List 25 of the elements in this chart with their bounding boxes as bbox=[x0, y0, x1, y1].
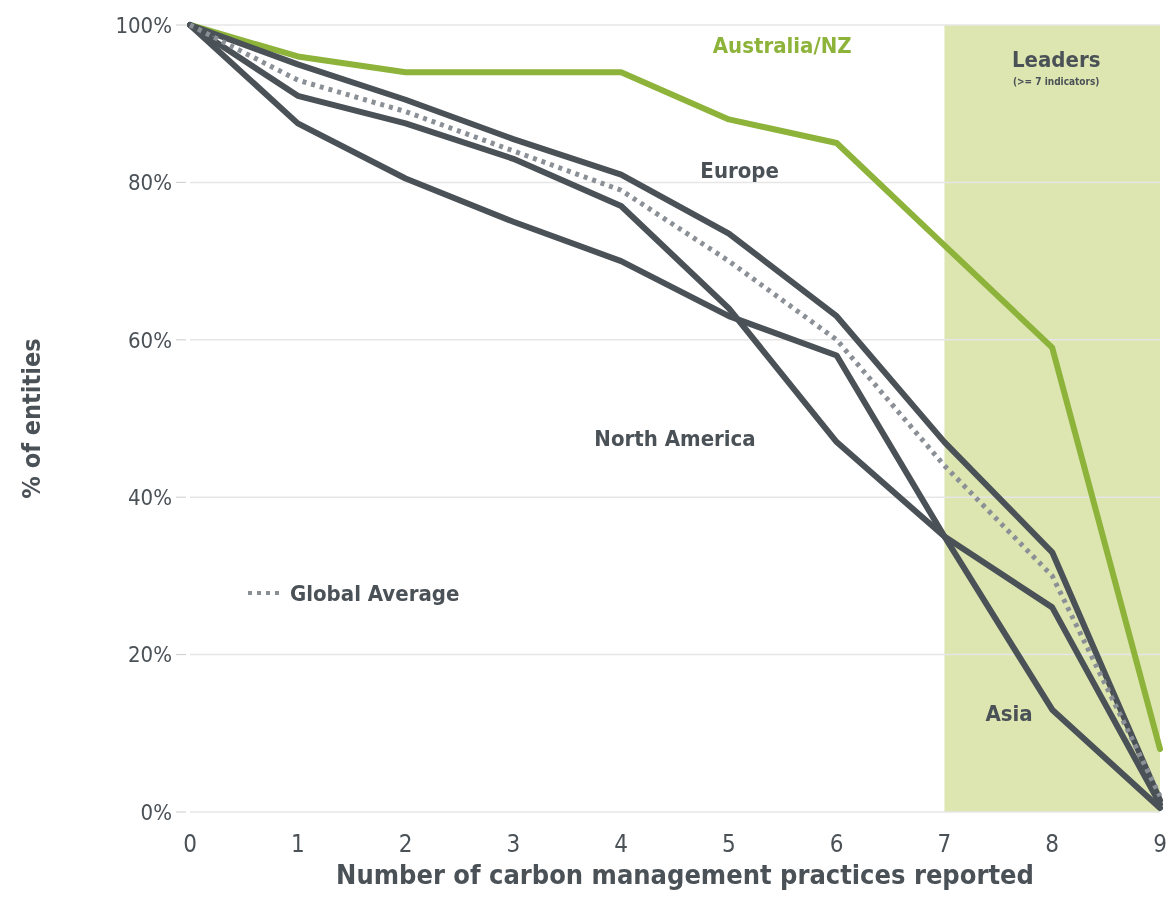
annotation: (>= 7 indicators) bbox=[1012, 76, 1100, 87]
text: North America bbox=[594, 426, 756, 452]
x-tick-label: 1 bbox=[290, 830, 305, 858]
y-tick-label: 40% bbox=[128, 484, 172, 510]
y-axis-title: % of entities bbox=[17, 338, 46, 499]
x-tick-label: 2 bbox=[398, 830, 413, 858]
legend-label: Global Average bbox=[290, 580, 460, 606]
band-label: Leaders bbox=[1011, 47, 1101, 72]
x-tick-label: 8 bbox=[1045, 830, 1060, 858]
y-tick-label: 0% bbox=[140, 799, 172, 825]
x-tick-label: 5 bbox=[722, 830, 736, 858]
series-label: Asia bbox=[985, 701, 1033, 727]
x-tick-label: 3 bbox=[506, 830, 521, 858]
text: Australia/NZ bbox=[712, 32, 852, 58]
x-tick-label: 4 bbox=[614, 830, 628, 858]
y-tick-label: 20% bbox=[128, 642, 172, 668]
x-tick-label: 0 bbox=[183, 830, 197, 858]
y-tick-label: 100% bbox=[115, 12, 172, 38]
x-tick-label: 6 bbox=[829, 830, 844, 858]
x-tick-label: 9 bbox=[1153, 830, 1167, 858]
x-tick-label: 7 bbox=[937, 830, 952, 858]
y-tick-label: 80% bbox=[128, 170, 172, 196]
y-tick-label: 60% bbox=[128, 327, 172, 353]
series-label: Europe bbox=[700, 158, 779, 184]
x-axis-title: Number of carbon management practices reported bbox=[336, 859, 1034, 890]
